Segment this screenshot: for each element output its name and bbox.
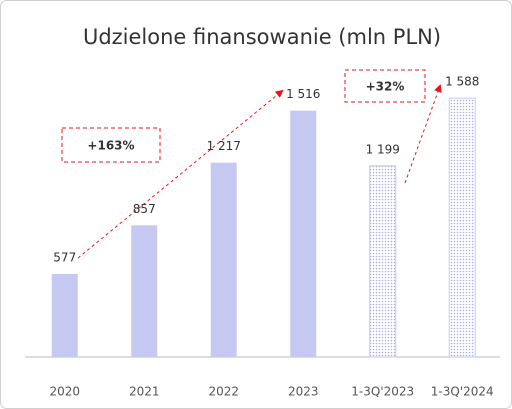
x-tick-label: 2021 — [129, 385, 160, 399]
x-tick-label: 1-3Q'2024 — [431, 385, 494, 399]
value-label: 1 516 — [286, 87, 320, 101]
bar — [448, 97, 476, 358]
arrow — [77, 89, 284, 259]
annotation: +32% — [366, 80, 405, 94]
bar — [131, 225, 158, 357]
value-label: 1 199 — [366, 142, 400, 156]
bar — [369, 165, 397, 358]
bar — [210, 162, 237, 357]
x-tick-label: 2022 — [208, 385, 239, 399]
value-label: 1 217 — [207, 139, 241, 153]
arrow — [404, 84, 442, 184]
bar — [290, 110, 317, 358]
annotation: +163% — [87, 139, 134, 153]
annotation-box — [61, 127, 161, 163]
x-tick-label: 2023 — [288, 385, 319, 399]
bar — [51, 274, 78, 357]
value-label: 857 — [133, 202, 156, 216]
value-label: 1 588 — [445, 75, 479, 89]
chart-title: Udzielone finansowanie (mln PLN) — [83, 25, 441, 49]
x-tick-label: 2020 — [49, 385, 80, 399]
value-label: 577 — [53, 251, 76, 265]
x-tick-label: 1-3Q'2023 — [351, 385, 414, 399]
